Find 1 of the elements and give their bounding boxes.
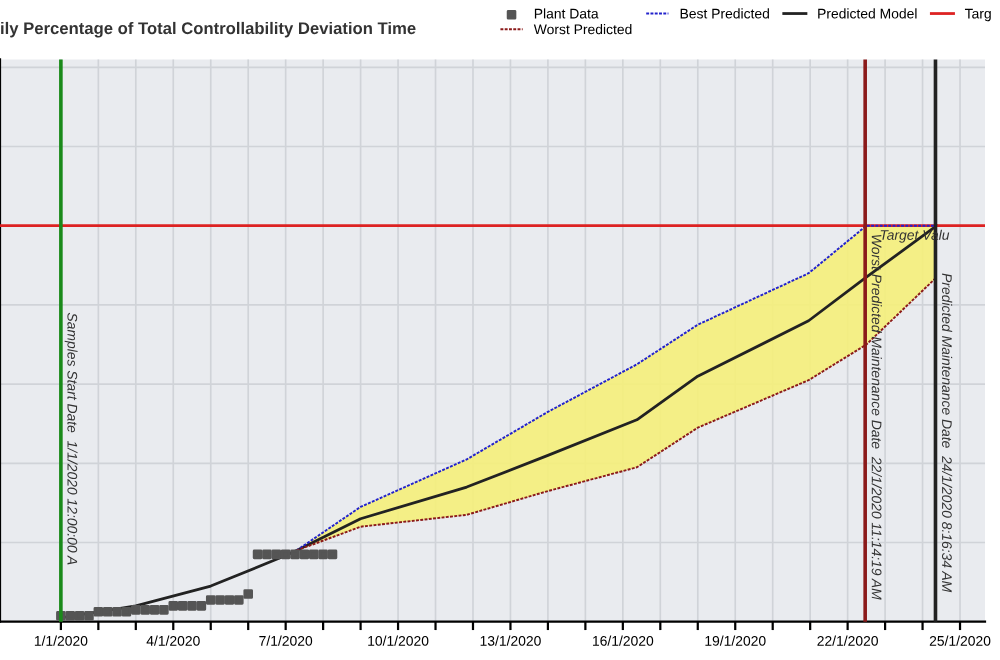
chart-title: ily Percentage of Total Controllability Deviation Time: [1, 21, 416, 38]
